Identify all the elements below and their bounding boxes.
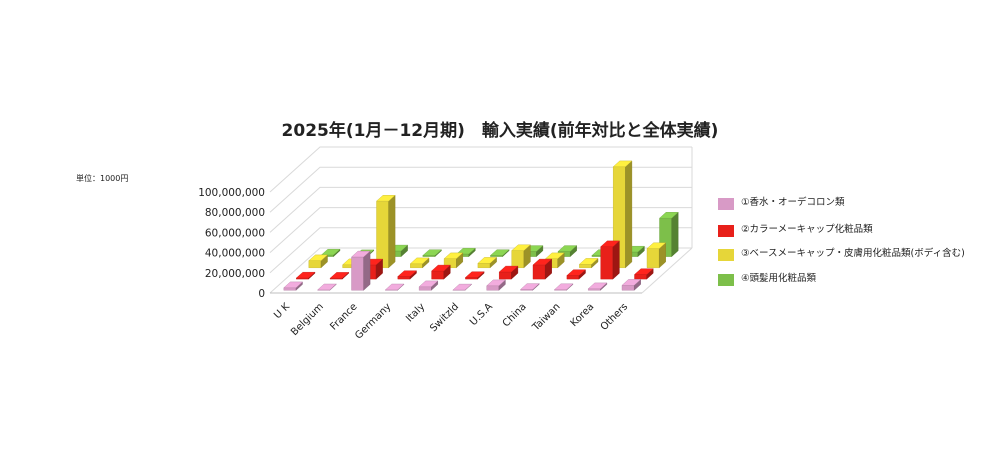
bar [384, 283, 405, 291]
bar [418, 280, 439, 291]
bar [600, 240, 620, 280]
y-tick-label: 80,000,000 [205, 207, 265, 219]
y-tick-label: 100,000,000 [198, 187, 265, 199]
bar [519, 283, 540, 291]
unit-label: 単位：1000円 [76, 174, 129, 183]
legend-item: ④頭髪用化粧品類 [718, 273, 971, 286]
gridline [269, 186, 692, 233]
legend-label: ④頭髪用化粧品類 [741, 273, 817, 284]
bar [532, 258, 553, 280]
legend-label: ③ベースメーキャップ・皮膚用化粧品類(ボディ含む) [741, 248, 965, 259]
bar [587, 282, 608, 291]
x-tick-label: Germany [353, 301, 393, 341]
legend-item: ②カラーメーキャップ化粧品類 [718, 224, 971, 237]
gridline [269, 146, 692, 193]
chart-title: 2025年(1月－12月期) 輸入実績(前年対比と全体実績) [281, 121, 719, 141]
bar [621, 278, 642, 291]
bar [329, 271, 350, 280]
bar [397, 270, 418, 280]
bar [409, 257, 430, 269]
x-tick-label: Italy [404, 301, 427, 324]
bar [422, 249, 443, 258]
x-tick-label: U K [272, 301, 292, 321]
y-tick-label: 0 [258, 288, 265, 300]
legend-item: ③ベースメーキャップ・皮膚用化粧品類(ボディ含む) [718, 248, 971, 261]
bar [452, 283, 473, 291]
legend-label: ①香水・オーデコロン類 [741, 197, 845, 208]
gridline [269, 207, 692, 253]
legend-item: ①香水・オーデコロン類 [718, 197, 971, 210]
bar [486, 279, 506, 291]
bar [511, 244, 531, 269]
bar [646, 242, 667, 269]
legend-swatch [718, 274, 734, 286]
gridline [269, 166, 692, 213]
bar [443, 252, 464, 269]
y-tick-label: 40,000,000 [205, 248, 265, 260]
bar [578, 257, 599, 269]
legend-label: ②カラーメーキャップ化粧品類 [741, 224, 873, 235]
legend-swatch [718, 198, 734, 210]
bar [498, 265, 519, 280]
bar [283, 281, 304, 291]
y-tick-label: 20,000,000 [205, 268, 265, 280]
bar [350, 250, 371, 291]
x-tick-label: France [328, 301, 359, 332]
floor-edge [641, 247, 693, 294]
bar [566, 269, 587, 280]
bar [317, 283, 337, 291]
x-tick-label: U.S.A [468, 301, 495, 328]
x-tick-label: China [501, 301, 529, 329]
x-tick-label: Switzld [428, 301, 461, 334]
bar [464, 271, 485, 280]
bar [633, 268, 654, 280]
x-tick-label: Korea [569, 301, 597, 329]
legend-swatch [718, 249, 734, 261]
x-tick-label: Others [599, 301, 631, 333]
bar [375, 194, 396, 269]
bar [553, 283, 574, 291]
legend-swatch [718, 225, 734, 237]
bar [477, 256, 498, 269]
gridline [269, 227, 692, 274]
bar [489, 249, 510, 258]
x-tick-label: Belgium [289, 301, 326, 338]
y-tick-label: 60,000,000 [205, 227, 265, 239]
bar [308, 254, 329, 269]
x-tick-label: Taiwan [530, 301, 563, 334]
bar [431, 264, 451, 280]
bar [295, 271, 316, 280]
